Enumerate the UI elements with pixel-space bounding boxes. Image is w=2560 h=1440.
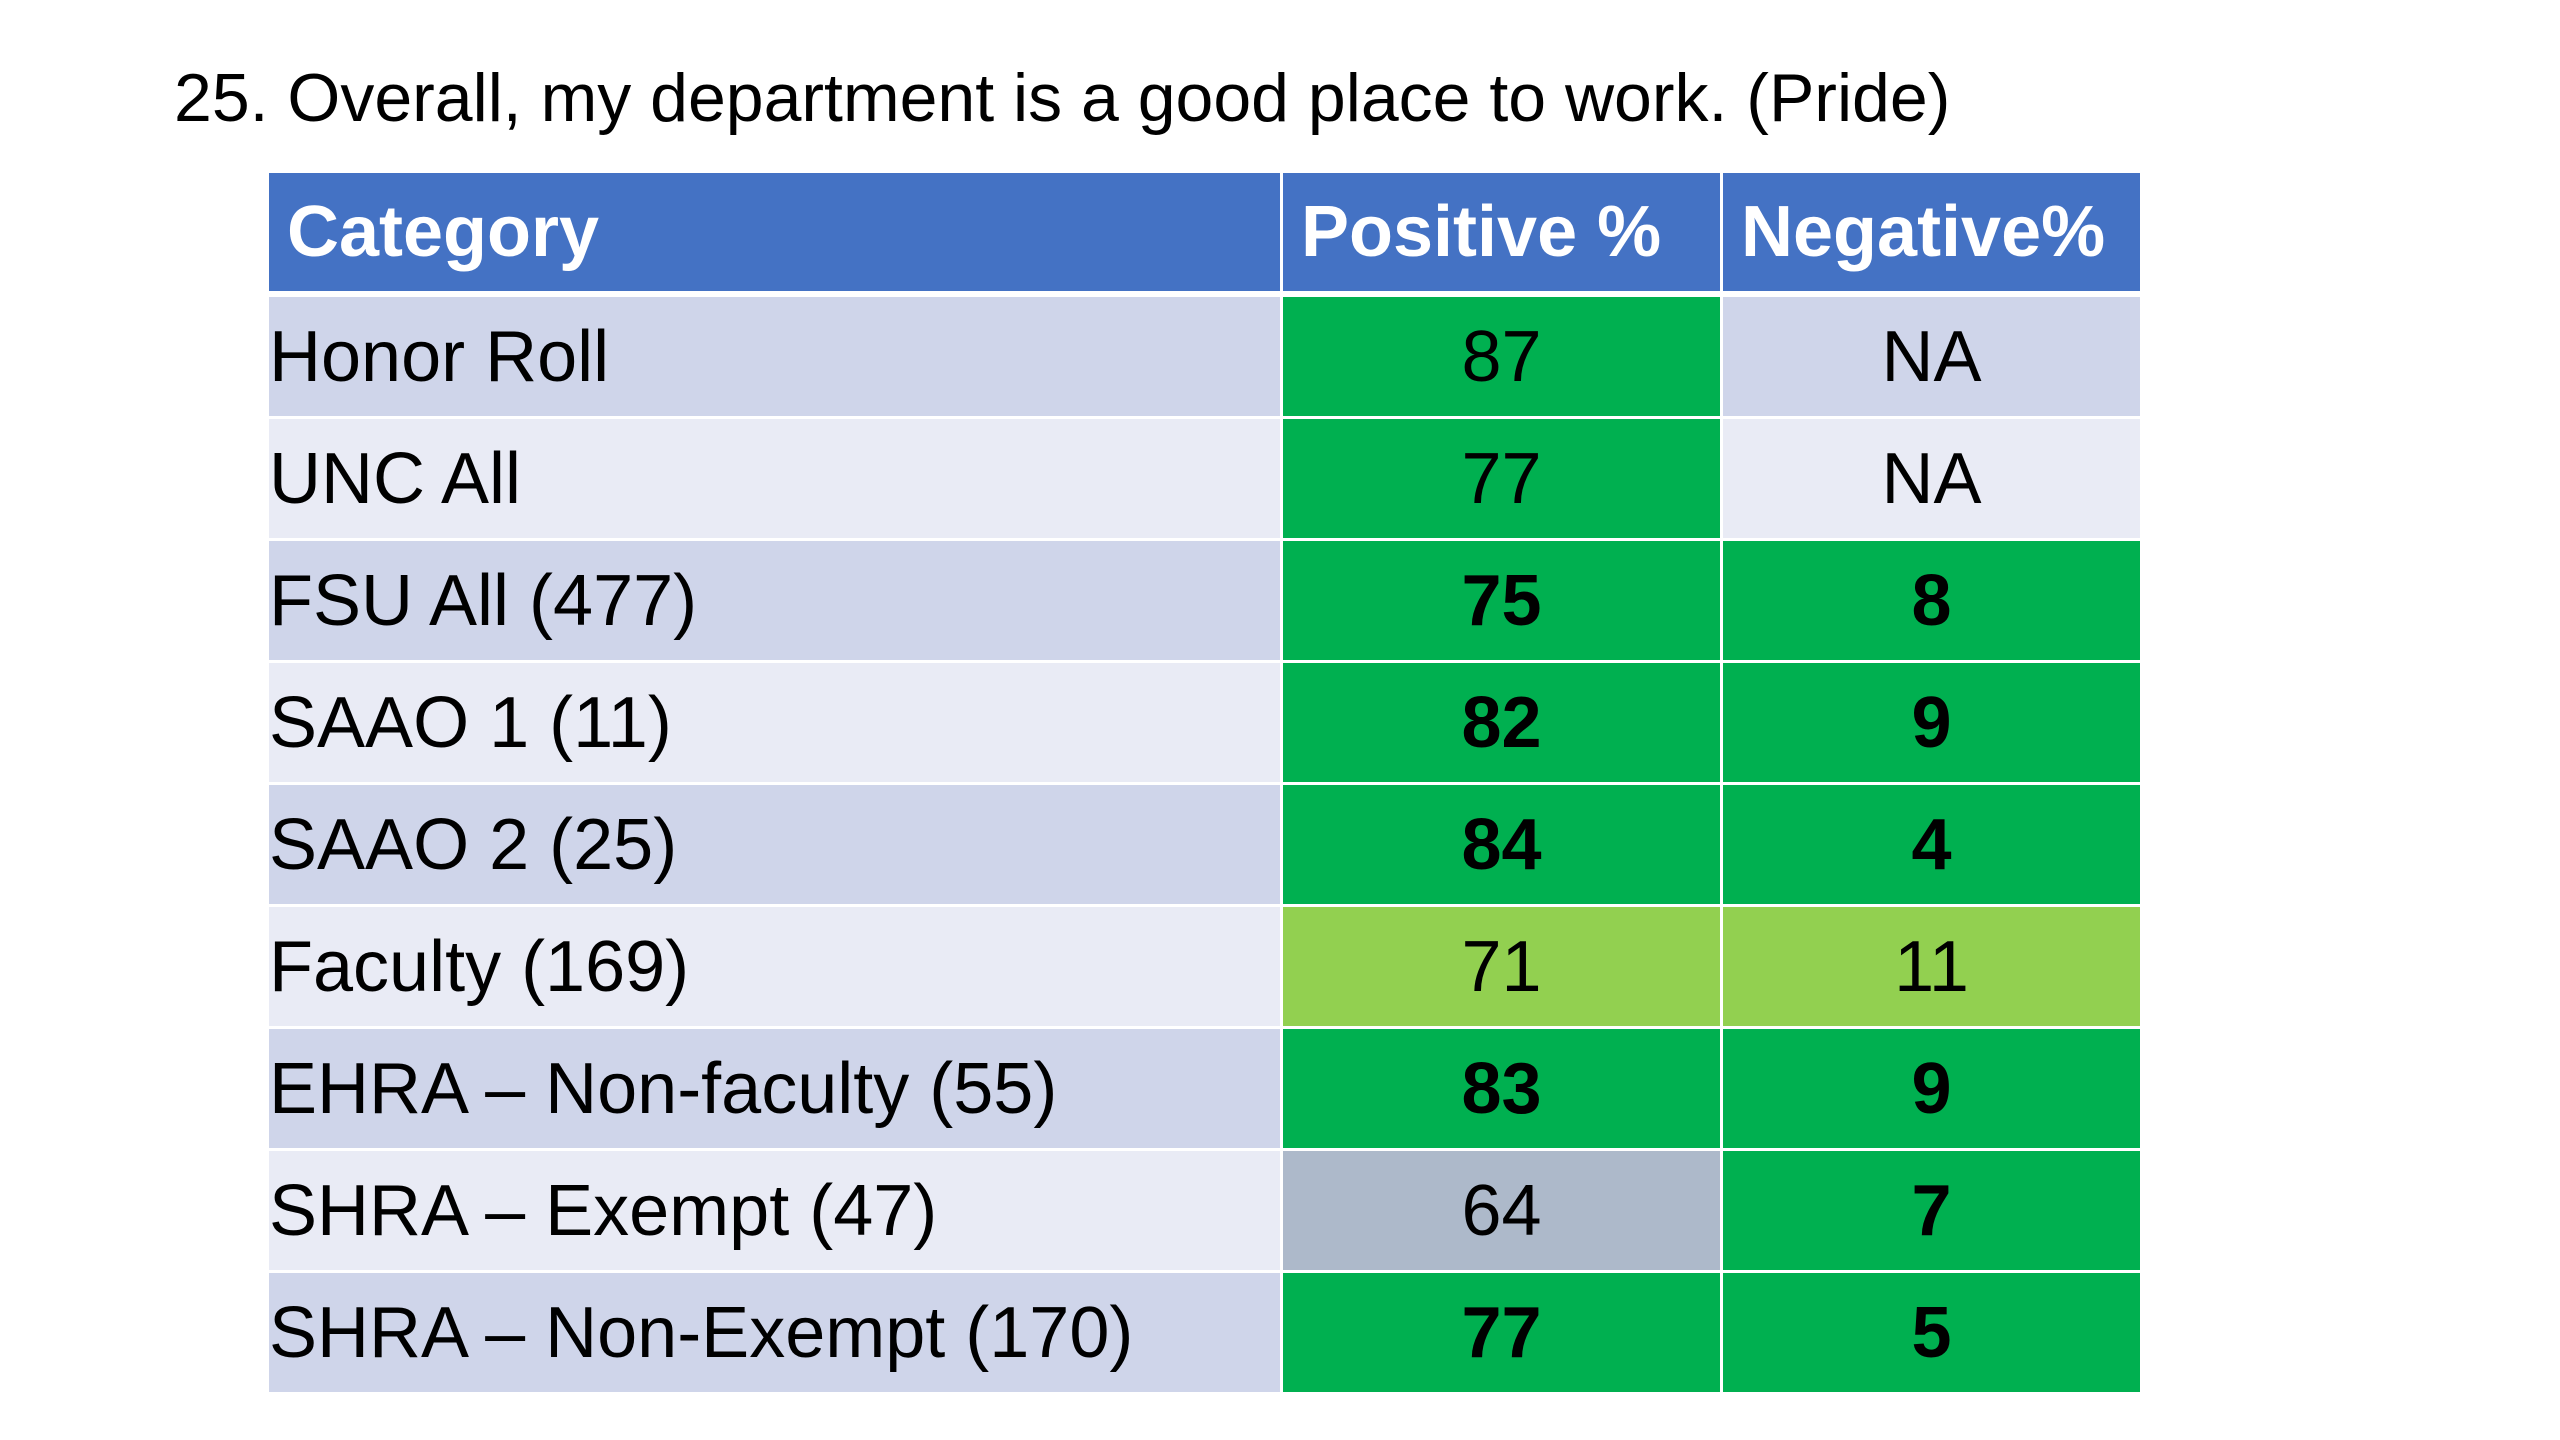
category-cell: FSU All (477) (266, 538, 1283, 663)
negative-cell: 8 (1720, 538, 2143, 663)
page-title: 25. Overall, my department is a good pla… (174, 60, 1951, 136)
category-cell: Faculty (169) (266, 904, 1283, 1029)
negative-cell: 9 (1720, 660, 2143, 785)
negative-cell: 4 (1720, 782, 2143, 907)
table-row: SHRA – Exempt (47) 64 7 (266, 1148, 2143, 1273)
header-category: Category (266, 170, 1283, 297)
category-cell: SAAO 2 (25) (266, 782, 1283, 907)
negative-cell: 7 (1720, 1148, 2143, 1273)
table-row: FSU All (477) 75 8 (266, 538, 2143, 663)
category-cell: EHRA – Non-faculty (55) (266, 1026, 1283, 1151)
positive-cell: 64 (1280, 1148, 1723, 1273)
table-header-row: Category Positive % Negative% (266, 170, 2143, 297)
results-table: Category Positive % Negative% Honor Roll… (266, 170, 2143, 1395)
table-row: SAAO 2 (25) 84 4 (266, 782, 2143, 907)
category-cell: SHRA – Exempt (47) (266, 1148, 1283, 1273)
category-cell: Honor Roll (266, 292, 1283, 419)
negative-cell: NA (1720, 416, 2143, 541)
positive-cell: 71 (1280, 904, 1723, 1029)
positive-cell: 84 (1280, 782, 1723, 907)
table-row: SAAO 1 (11) 82 9 (266, 660, 2143, 785)
table-row: EHRA – Non-faculty (55) 83 9 (266, 1026, 2143, 1151)
table-row: Honor Roll 87 NA (266, 292, 2143, 419)
negative-cell: 9 (1720, 1026, 2143, 1151)
header-positive: Positive % (1280, 170, 1723, 297)
positive-cell: 87 (1280, 292, 1723, 419)
negative-cell: NA (1720, 292, 2143, 419)
category-cell: SAAO 1 (11) (266, 660, 1283, 785)
positive-cell: 83 (1280, 1026, 1723, 1151)
positive-cell: 82 (1280, 660, 1723, 785)
table-row: Faculty (169) 71 11 (266, 904, 2143, 1029)
positive-cell: 77 (1280, 416, 1723, 541)
header-negative: Negative% (1720, 170, 2143, 297)
negative-cell: 11 (1720, 904, 2143, 1029)
positive-cell: 77 (1280, 1270, 1723, 1395)
negative-cell: 5 (1720, 1270, 2143, 1395)
table-row: SHRA – Non-Exempt (170) 77 5 (266, 1270, 2143, 1395)
table-row: UNC All 77 NA (266, 416, 2143, 541)
category-cell: SHRA – Non-Exempt (170) (266, 1270, 1283, 1395)
positive-cell: 75 (1280, 538, 1723, 663)
category-cell: UNC All (266, 416, 1283, 541)
